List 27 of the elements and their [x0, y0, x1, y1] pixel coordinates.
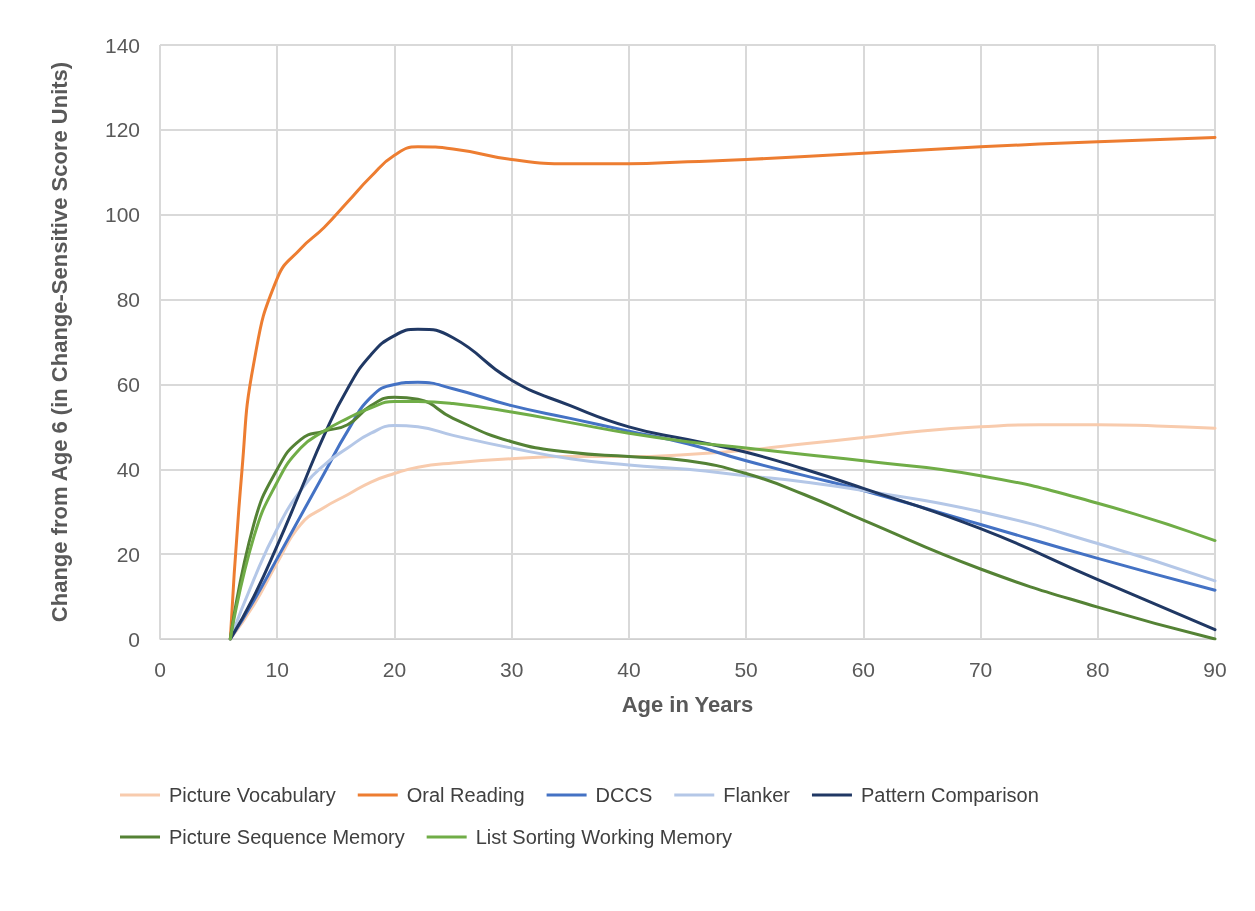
legend-label: Picture Vocabulary [169, 784, 336, 806]
x-tick-label: 60 [851, 658, 876, 681]
y-tick-label: 60 [116, 372, 140, 396]
legend-label: List Sorting Working Memory [475, 826, 733, 848]
y-tick-label: 120 [104, 118, 140, 142]
x-axis-title: Age in Years [621, 691, 754, 717]
legend-label: DCCS [595, 784, 653, 806]
y-tick-label: 0 [128, 627, 140, 651]
y-axis-title: Change from Age 6 (in Change-Sensitive Score Units) [46, 61, 72, 623]
y-tick-label: 140 [104, 33, 140, 57]
x-tick-label: 0 [154, 658, 166, 681]
legend-label: Pattern Comparison [860, 784, 1039, 806]
y-tick-label: 80 [116, 288, 140, 312]
x-tick-label: 20 [382, 658, 407, 681]
y-tick-label: 20 [116, 542, 140, 566]
x-tick-label: 50 [734, 658, 758, 681]
legend-label: Oral Reading [406, 784, 525, 806]
x-tick-label: 90 [1203, 658, 1227, 681]
x-tick-label: 80 [1086, 658, 1110, 681]
x-tick-label: 40 [617, 658, 641, 681]
x-tick-label: 10 [265, 658, 289, 681]
y-tick-label: 100 [104, 203, 140, 227]
x-tick-label: 70 [968, 658, 993, 681]
y-tick-label: 40 [116, 457, 140, 481]
x-tick-label: 30 [499, 658, 524, 681]
legend-label: Flanker [723, 784, 791, 806]
legend-label: Picture Sequence Memory [169, 826, 405, 848]
